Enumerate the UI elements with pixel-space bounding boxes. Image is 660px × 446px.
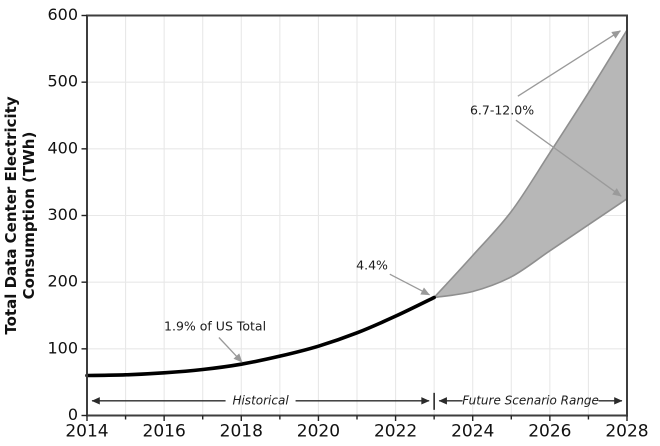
annotation-arrow [218,337,243,363]
annotations: 1.9% of US Total 4.4% 6.7-12.0% [164,30,622,363]
axis-tick-labels: 2014 2016 2018 2020 2022 2024 2026 2028 0 100 200 3… [47,5,648,442]
axis-ticks [81,14,628,421]
y-tick-label: 0 [68,405,78,424]
x-tick-label: 2026 [528,422,571,442]
annotation-text: 6.7-12.0% [470,102,534,117]
annotation-arrow [517,30,621,97]
y-axis-label: Total Data Center ElectricityConsumption… [2,96,38,334]
x-tick-label: 2016 [143,422,186,442]
y-tick-label: 200 [47,272,78,291]
y-tick-label: 100 [47,338,78,357]
annotation-text: 1.9% of US Total [164,318,266,333]
x-tick-label: 2018 [220,422,263,442]
historical-line-group [85,295,436,378]
historical-line [85,295,436,378]
range-label: Historical [232,393,289,407]
future-range-band-group [433,29,628,299]
y-tick-label: 500 [47,72,78,91]
x-tick-label: 2020 [297,422,340,442]
future-range-band [433,29,628,299]
x-tick-label: 2028 [605,422,648,442]
x-tick-label: 2024 [451,422,494,442]
annotation-arrow [515,119,622,197]
y-tick-label: 400 [47,138,78,157]
annotation-arrow [389,273,430,296]
y-tick-label: 300 [47,205,78,224]
x-tick-label: 2022 [374,422,417,442]
range-label: Future Scenario Range [462,393,599,407]
y-tick-label: 600 [47,5,78,24]
range-markers: Historical Future Scenario Range [92,393,622,410]
x-tick-label: 2014 [65,422,108,442]
annotation-text: 4.4% [356,258,388,273]
